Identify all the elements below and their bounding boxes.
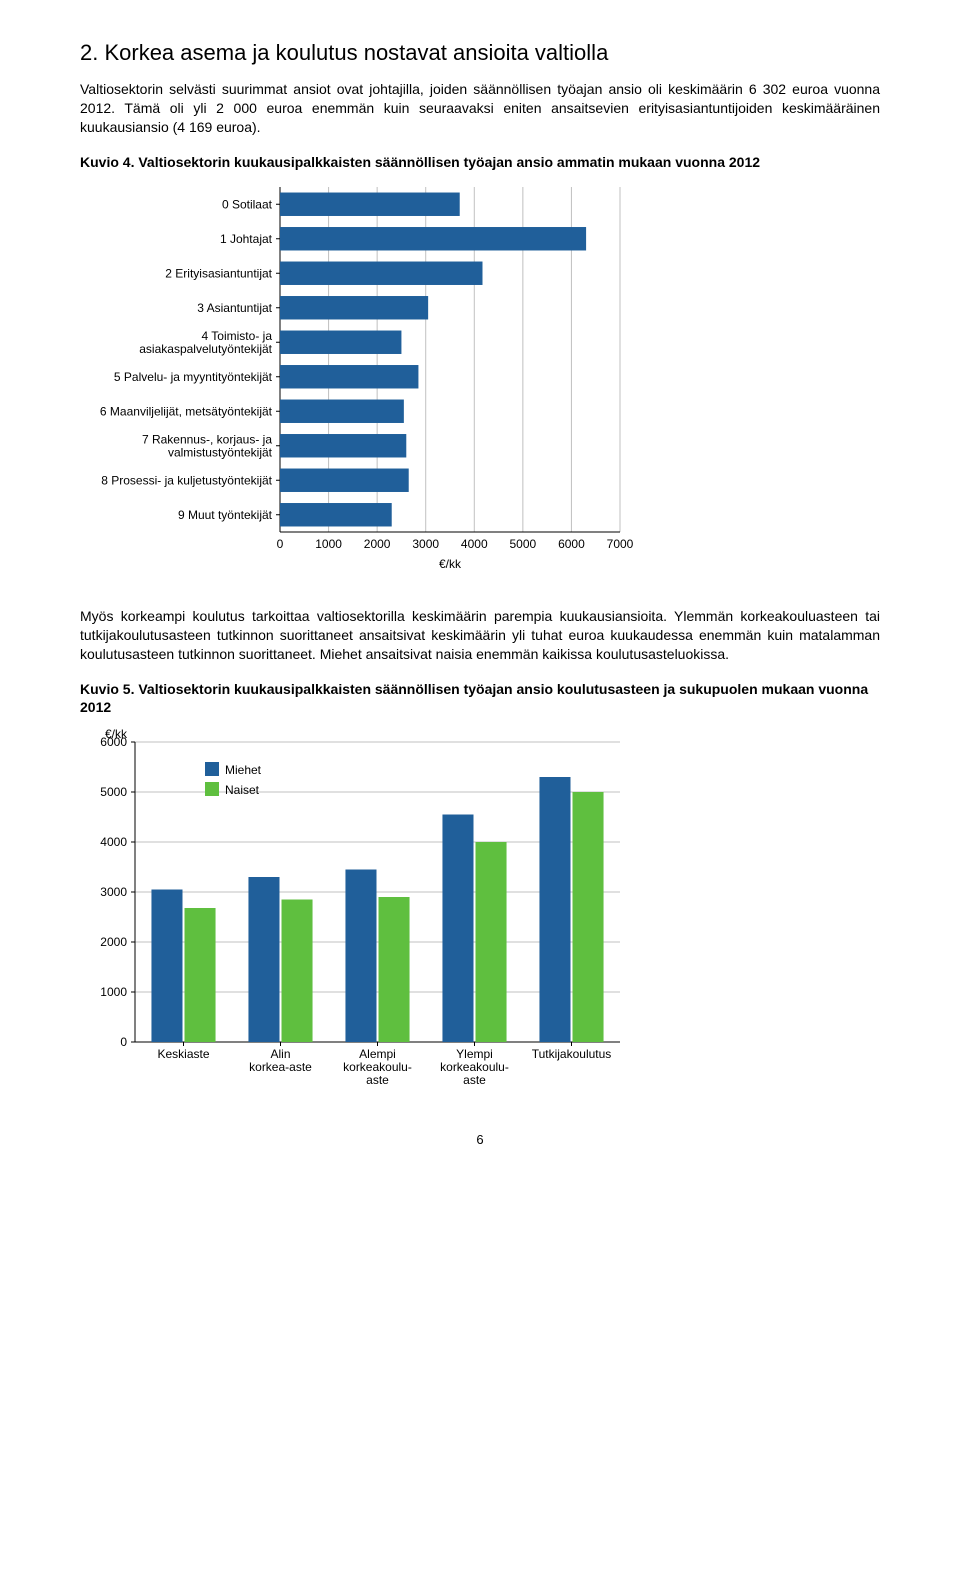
figure5-caption: Kuvio 5. Valtiosektorin kuukausipalkkais… bbox=[80, 680, 880, 716]
svg-text:2000: 2000 bbox=[100, 935, 127, 949]
figure5-chart: 0100020003000400050006000€/kkKeskiasteAl… bbox=[80, 722, 880, 1102]
svg-text:Miehet: Miehet bbox=[225, 763, 262, 777]
svg-text:6000: 6000 bbox=[558, 537, 585, 551]
svg-text:0 Sotilaat: 0 Sotilaat bbox=[222, 197, 273, 211]
figure4-chart: 0 1000 2000 3000 4000 5000 6000 7000 0 Sotilaat 1… bbox=[80, 177, 880, 577]
svg-text:8 Prosessi- ja kuljetustyöntek: 8 Prosessi- ja kuljetustyöntekijät bbox=[101, 473, 272, 487]
svg-text:aste: aste bbox=[366, 1073, 389, 1087]
svg-text:Ylempi: Ylempi bbox=[456, 1047, 493, 1061]
svg-text:Naiset: Naiset bbox=[225, 783, 260, 797]
svg-text:korkeakoulu-: korkeakoulu- bbox=[343, 1060, 412, 1074]
svg-text:valmistustyöntekijät: valmistustyöntekijät bbox=[168, 445, 273, 459]
svg-text:3 Asiantuntijat: 3 Asiantuntijat bbox=[197, 301, 272, 315]
svg-text:9 Muut työntekijät: 9 Muut työntekijät bbox=[178, 508, 273, 522]
svg-text:5000: 5000 bbox=[100, 785, 127, 799]
svg-text:4000: 4000 bbox=[461, 537, 488, 551]
svg-text:korkeakoulu-: korkeakoulu- bbox=[440, 1060, 509, 1074]
svg-text:€/kk: €/kk bbox=[105, 727, 128, 741]
svg-text:7 Rakennus-, korjaus- ja: 7 Rakennus-, korjaus- ja bbox=[142, 432, 272, 446]
section-title: 2. Korkea asema ja koulutus nostavat ans… bbox=[80, 40, 880, 66]
svg-text:3000: 3000 bbox=[412, 537, 439, 551]
svg-text:Alin: Alin bbox=[270, 1047, 290, 1061]
svg-text:5000: 5000 bbox=[510, 537, 537, 551]
svg-text:7000: 7000 bbox=[607, 537, 634, 551]
paragraph-1: Valtiosektorin selvästi suurimmat ansiot… bbox=[80, 80, 880, 137]
svg-text:6 Maanviljelijät, metsätyöntek: 6 Maanviljelijät, metsätyöntekijät bbox=[100, 404, 273, 418]
svg-text:Tutkijakoulutus: Tutkijakoulutus bbox=[532, 1047, 612, 1061]
svg-text:5 Palvelu- ja myyntityöntekijä: 5 Palvelu- ja myyntityöntekijät bbox=[114, 370, 273, 384]
svg-text:0: 0 bbox=[120, 1035, 127, 1049]
svg-text:Alempi: Alempi bbox=[359, 1047, 396, 1061]
figure4-caption: Kuvio 4. Valtiosektorin kuukausipalkkais… bbox=[80, 153, 880, 171]
svg-text:1000: 1000 bbox=[100, 985, 127, 999]
svg-text:2000: 2000 bbox=[364, 537, 391, 551]
svg-text:1000: 1000 bbox=[315, 537, 342, 551]
svg-text:€/kk: €/kk bbox=[439, 557, 462, 571]
svg-text:4 Toimisto- ja: 4 Toimisto- ja bbox=[202, 329, 273, 343]
svg-text:2 Erityisasiantuntijat: 2 Erityisasiantuntijat bbox=[165, 266, 272, 280]
svg-text:4000: 4000 bbox=[100, 835, 127, 849]
svg-text:korkea-aste: korkea-aste bbox=[249, 1060, 312, 1074]
page-number: 6 bbox=[80, 1132, 880, 1147]
svg-text:0: 0 bbox=[277, 537, 284, 551]
svg-text:Keskiaste: Keskiaste bbox=[157, 1047, 209, 1061]
svg-text:aste: aste bbox=[463, 1073, 486, 1087]
svg-text:3000: 3000 bbox=[100, 885, 127, 899]
paragraph-2: Myös korkeampi koulutus tarkoittaa valti… bbox=[80, 607, 880, 664]
svg-text:asiakaspalvelutyöntekijät: asiakaspalvelutyöntekijät bbox=[139, 342, 272, 356]
svg-text:1 Johtajat: 1 Johtajat bbox=[220, 232, 273, 246]
